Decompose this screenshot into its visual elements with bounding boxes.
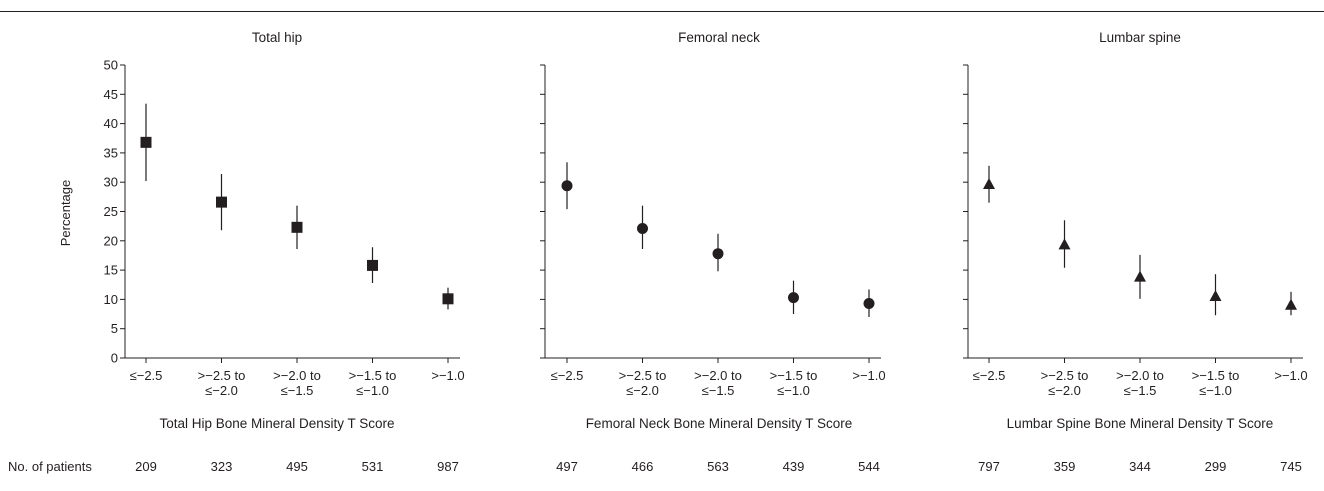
data-point-triangle: [1285, 298, 1297, 310]
x-tick-label: >−2.5 to ≤−2.0: [619, 368, 667, 398]
panel-title: Lumbar spine: [1099, 30, 1181, 45]
y-tick-label: 0: [111, 351, 118, 366]
x-axis-label: Lumbar Spine Bone Mineral Density T Scor…: [1007, 416, 1274, 431]
x-tick-label: >−2.0 to ≤−1.5: [694, 368, 742, 398]
top-rule: [0, 11, 1324, 12]
patient-count: 439: [783, 459, 805, 474]
x-tick-label: >−1.5 to ≤−1.0: [349, 368, 397, 398]
data-point-square: [442, 293, 454, 305]
y-tick-label: 15: [104, 263, 118, 278]
data-point-square: [216, 196, 227, 208]
x-tick-label: >−1.5 to ≤−1.0: [1192, 368, 1240, 398]
y-tick-label: 40: [104, 116, 118, 131]
patient-count: 531: [362, 459, 384, 474]
data-point-triangle: [1058, 238, 1071, 250]
patient-count: 497: [556, 459, 578, 474]
data-point-circle: [788, 292, 799, 304]
data-point-square: [291, 221, 303, 233]
x-tick-label: ≤−2.5: [551, 368, 584, 383]
y-tick-label: 10: [104, 292, 118, 307]
patient-count: 797: [978, 459, 1000, 474]
y-tick-label: 35: [104, 145, 118, 160]
patient-count: 745: [1280, 459, 1302, 474]
x-axis-label: Femoral Neck Bone Mineral Density T Scor…: [586, 416, 853, 431]
x-axis-label: Total Hip Bone Mineral Density T Score: [159, 416, 394, 431]
data-point-triangle: [1134, 270, 1146, 282]
panel-title: Total hip: [252, 30, 302, 45]
patient-count: 544: [858, 459, 880, 474]
y-tick-label: 30: [104, 175, 118, 190]
data-point-circle: [637, 222, 648, 234]
x-tick-label: >−1.0: [431, 368, 464, 383]
y-tick-label: 45: [104, 87, 118, 102]
x-tick-label: >−1.0: [852, 368, 885, 383]
patient-count: 359: [1054, 459, 1076, 474]
y-tick-label: 25: [104, 204, 118, 219]
y-axis-label: Percentage: [58, 180, 73, 247]
chart-panel-1: Total hip 0 5 10 15 20 25 30 35 40 45 50 ≤−2.5 209 >−2…: [104, 30, 465, 474]
x-tick-label: >−2.0 to ≤−1.5: [273, 368, 321, 398]
y-tick-label: 50: [104, 58, 118, 73]
chart-panel-3: Lumbar spine ≤−2.5 797 >−2.5 to ≤−2.0 359 >−2.…: [963, 30, 1308, 474]
data-point-circle: [863, 298, 875, 310]
patient-count: 495: [286, 459, 308, 474]
y-tick-label: 5: [111, 321, 118, 336]
data-point-triangle: [1209, 289, 1222, 301]
patient-count: 344: [1129, 459, 1151, 474]
data-point-triangle: [983, 178, 995, 190]
x-tick-label: ≤−2.5: [973, 368, 1006, 383]
x-tick-label: ≤−2.5: [130, 368, 163, 383]
patient-count: 299: [1205, 459, 1227, 474]
x-tick-label: >−2.5 to ≤−2.0: [198, 368, 246, 398]
data-point-square: [367, 259, 378, 271]
chart-panel-2: Femoral neck ≤−2.5 497 >−2.5 to ≤−2.0 466 >−2.…: [540, 30, 886, 474]
x-tick-label: >−1.5 to ≤−1.0: [770, 368, 818, 398]
patient-count: 209: [135, 459, 157, 474]
data-point-circle: [712, 248, 724, 260]
x-tick-label: >−1.0: [1274, 368, 1307, 383]
x-tick-label: >−2.5 to ≤−2.0: [1041, 368, 1089, 398]
x-tick-label: >−2.0 to ≤−1.5: [1116, 368, 1164, 398]
data-point-circle: [561, 180, 573, 192]
y-tick-label: 20: [104, 233, 118, 248]
panel-title: Femoral neck: [678, 30, 760, 45]
patient-count: 466: [632, 459, 654, 474]
data-point-square: [140, 136, 152, 148]
patients-row-label: No. of patients: [8, 459, 92, 474]
patient-count: 323: [211, 459, 233, 474]
patient-count: 563: [707, 459, 729, 474]
patient-count: 987: [437, 459, 459, 474]
